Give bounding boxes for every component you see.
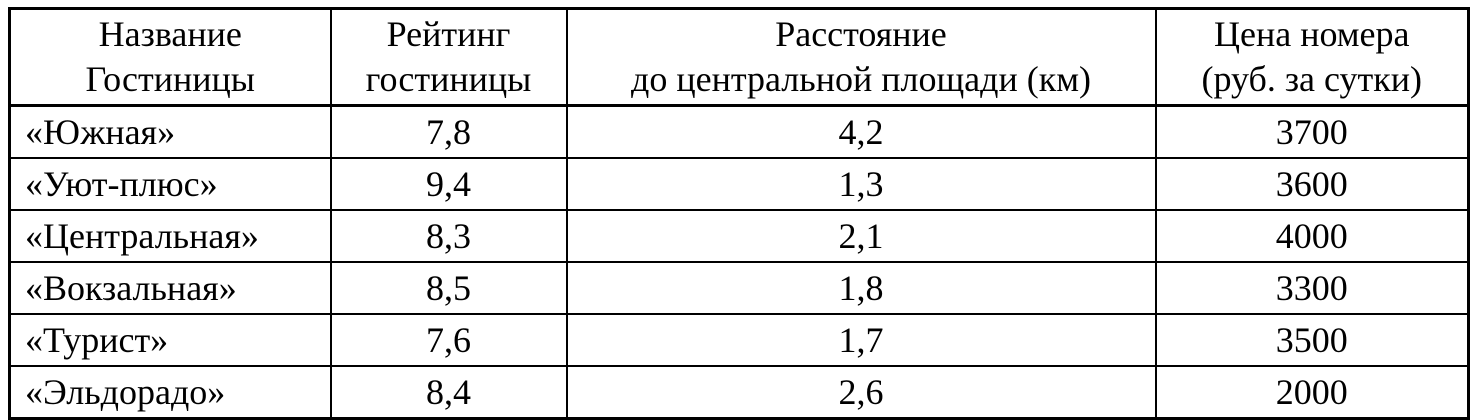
price-cell: 3600 [1154, 157, 1470, 211]
hotels-table: Название Гостиницы Рейтинг гостиницы Рас… [8, 7, 1470, 420]
table-row: «Вокзальная» 8,5 1,8 3300 [8, 261, 1470, 315]
price-cell: 3700 [1154, 104, 1470, 159]
rating-cell: 7,8 [329, 104, 568, 159]
rating-cell: 8,4 [329, 365, 568, 420]
hotel-name-cell: «Южная» [8, 104, 332, 159]
table-row: «Южная» 7,8 4,2 3700 [8, 104, 1470, 159]
hotel-name-cell: «Эльдорадо» [8, 365, 332, 420]
price-cell: 2000 [1154, 365, 1470, 420]
rating-cell: 8,5 [329, 261, 568, 315]
rating-cell: 8,3 [329, 209, 568, 263]
header-distance-to-center: Расстояние до центральной площади (км) [565, 7, 1157, 107]
price-cell: 3300 [1154, 261, 1470, 315]
table-row: «Уют-плюс» 9,4 1,3 3600 [8, 157, 1470, 211]
table-row: «Турист» 7,6 1,7 3500 [8, 313, 1470, 367]
distance-cell: 1,7 [565, 313, 1157, 367]
header-room-price: Цена номера (руб. за сутки) [1154, 7, 1470, 107]
hotel-name-cell: «Центральная» [8, 209, 332, 263]
table-row: «Центральная» 8,3 2,1 4000 [8, 209, 1470, 263]
hotel-name-cell: «Турист» [8, 313, 332, 367]
distance-cell: 1,3 [565, 157, 1157, 211]
hotels-table-body: «Южная» 7,8 4,2 3700 «Уют-плюс» 9,4 1,3 3600 «Це… [8, 104, 1470, 420]
rating-cell: 9,4 [329, 157, 568, 211]
distance-cell: 4,2 [565, 104, 1157, 159]
distance-cell: 2,1 [565, 209, 1157, 263]
hotel-name-cell: «Уют-плюс» [8, 157, 332, 211]
header-hotel-rating: Рейтинг гостиницы [329, 7, 568, 107]
price-cell: 3500 [1154, 313, 1470, 367]
rating-cell: 7,6 [329, 313, 568, 367]
table-row: «Эльдорадо» 8,4 2,6 2000 [8, 365, 1470, 420]
hotels-table-header: Название Гостиницы Рейтинг гостиницы Рас… [8, 7, 1470, 107]
distance-cell: 2,6 [565, 365, 1157, 420]
distance-cell: 1,8 [565, 261, 1157, 315]
header-hotel-name: Название Гостиницы [8, 7, 332, 107]
header-row: Название Гостиницы Рейтинг гостиницы Рас… [8, 7, 1470, 107]
price-cell: 4000 [1154, 209, 1470, 263]
hotel-name-cell: «Вокзальная» [8, 261, 332, 315]
